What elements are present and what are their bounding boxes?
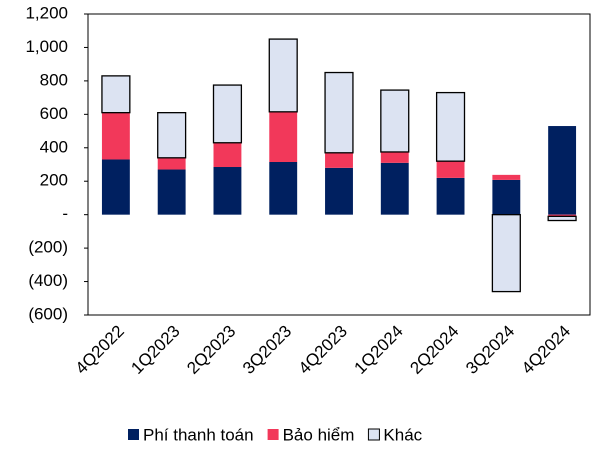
bar-segment	[101, 75, 131, 114]
bar-segment	[213, 142, 242, 168]
plot-frame	[87, 13, 591, 316]
bar-segment	[548, 214, 577, 217]
y-tick-label: 400	[40, 137, 68, 156]
bar-segment	[269, 111, 298, 162]
bar-segment	[380, 89, 410, 153]
y-tick-label: 800	[40, 70, 68, 89]
bar-segment	[157, 112, 187, 159]
x-tick-label: 3Q2024	[462, 322, 518, 378]
x-tick-label: 3Q2023	[239, 322, 295, 378]
legend-swatch	[267, 429, 279, 440]
x-tick-label: 4Q2022	[72, 322, 128, 378]
bar-segment	[157, 157, 186, 170]
bar-segment	[548, 126, 577, 215]
bar-segment	[269, 161, 298, 215]
y-tick-label: (200)	[28, 238, 68, 257]
y-tick-label: (400)	[28, 271, 68, 290]
bar-segment	[380, 162, 409, 215]
bar-segment	[212, 84, 243, 144]
x-tick-label: 4Q2023	[295, 322, 351, 378]
bar-segment	[380, 151, 409, 163]
bar-segment	[436, 161, 465, 178]
x-tick-label: 1Q2024	[351, 322, 407, 378]
y-tick-label: (600)	[28, 304, 68, 323]
bar-segment	[101, 159, 130, 215]
x-tick-label: 1Q2023	[127, 322, 183, 378]
bar-segment	[435, 91, 466, 162]
legend-label: Bảo hiểm	[283, 425, 355, 444]
y-tick-label: 600	[40, 104, 68, 123]
x-tick-label: 2Q2024	[406, 322, 462, 378]
bar-segment	[213, 167, 242, 215]
bar-segment	[547, 215, 577, 222]
bar-segment	[157, 169, 186, 215]
bar-segment	[325, 152, 353, 168]
legend-label: Phí thanh toán	[143, 425, 254, 444]
bar-segment	[491, 214, 521, 293]
y-tick-label: 1,000	[25, 37, 68, 56]
bar-segment	[325, 167, 353, 215]
y-tick-label: 200	[40, 171, 68, 190]
x-tick-label: 2Q2023	[183, 322, 239, 378]
bar-segment	[492, 179, 521, 215]
bar-segment	[492, 174, 521, 180]
legend-swatch	[367, 428, 380, 441]
legend-swatch	[128, 429, 139, 440]
bar-segment	[436, 177, 465, 215]
bar-segment	[268, 38, 298, 113]
bar-segment	[324, 71, 354, 154]
x-tick-label: 4Q2024	[518, 322, 574, 378]
bar-segment	[101, 112, 130, 160]
legend-label: Khác	[383, 425, 422, 444]
y-tick-label: 1,200	[25, 3, 68, 22]
y-tick-label: -	[62, 204, 68, 223]
